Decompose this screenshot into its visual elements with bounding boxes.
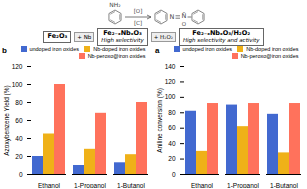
html-text:undoped iron oxides: undoped iron oxides [29,45,79,52]
html-text:Fe₂₋ₓNbₓO₃/H₂O₂: Fe₂₋ₓNbₓO₃/H₂O₂ [192,29,251,37]
svg-text:0: 0 [19,170,23,177]
svg-text:Azoxybenzene Yield (%): Azoxybenzene Yield (%) [3,85,11,155]
svg-text:60: 60 [15,116,23,123]
html-text:Nb-doped iron oxides: Nb-doped iron oxides [93,45,146,52]
svg-text:1-Propanol: 1-Propanol [227,182,259,188]
svg-text:[O]: [O] [134,8,143,14]
svg-text:Ethanol: Ethanol [38,182,61,188]
svg-text:N: N [170,13,175,21]
svg-text:0: 0 [172,170,176,177]
svg-text:1-Propanol: 1-Propanol [74,182,106,188]
svg-text:100: 100 [165,93,176,100]
svg-text:1-Butanol: 1-Butanol [270,182,298,188]
svg-text:NH₂: NH₂ [109,1,121,8]
html-text:undoped iron oxides: undoped iron oxides [182,45,232,52]
svg-text:20: 20 [15,152,23,159]
html-text:+ Nb: + Nb [77,33,92,40]
html-text:Fe₂O₃: Fe₂O₃ [47,32,68,41]
html-text:Fe₂₋ₓNbₓO₃: Fe₂₋ₓNbₓO₃ [103,29,142,37]
svg-text:80: 80 [15,98,23,105]
svg-text:40: 40 [15,134,23,141]
svg-text:[C]: [C] [134,20,142,26]
svg-text:N̄: N̄ [182,12,187,20]
svg-text:O: O [182,21,187,27]
html-text:Nb-doped iron oxides: Nb-doped iron oxides [246,45,299,52]
html-text:Nb-peroxo@iron oxides: Nb-peroxo@iron oxides [87,52,146,59]
svg-text:120: 120 [12,62,23,69]
html-text:High selectivity and activity: High selectivity and activity [182,37,260,44]
svg-text:60: 60 [168,124,176,131]
svg-text:80: 80 [168,109,176,116]
svg-text:20: 20 [168,155,176,162]
svg-text:120: 120 [165,78,176,85]
svg-text:1-Butanol: 1-Butanol [117,182,145,188]
html-text:a: a [155,45,160,55]
svg-text:Aniline conversion (%): Aniline conversion (%) [156,88,164,153]
svg-text:140: 140 [165,62,176,69]
svg-text:100: 100 [12,80,23,87]
html-text:High selectivity: High selectivity [101,37,144,44]
html-text:+ H₂O₂: + H₂O₂ [153,33,173,40]
html-text:Nb-peroxo@iron oxides: Nb-peroxo@iron oxides [240,52,299,59]
svg-text:Ethanol: Ethanol [191,182,214,188]
html-text:b: b [2,45,7,55]
svg-text:40: 40 [168,140,176,147]
